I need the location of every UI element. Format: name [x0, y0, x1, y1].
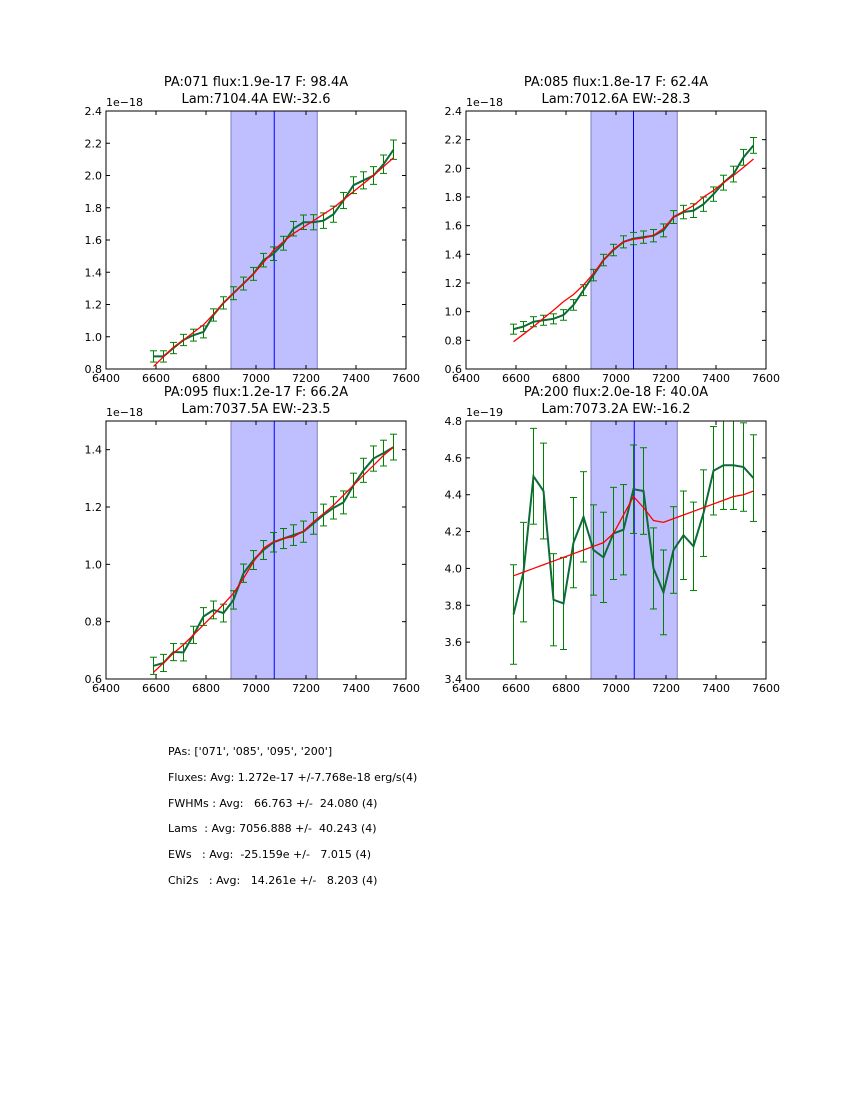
- y-tick-label: 1.0: [445, 306, 463, 319]
- y-offset-label: 1e−19: [466, 406, 503, 419]
- fit-line: [153, 446, 394, 673]
- y-tick-label: 4.0: [445, 562, 463, 575]
- y-tick-label: 1.0: [85, 331, 103, 344]
- y-tick-label: 3.6: [445, 636, 463, 649]
- subplot-1: 6400 6600 6800 7000 7200 7400 7600 0.8 1.0 1.2 1.4…: [85, 75, 421, 385]
- y-tick-label: 4.4: [445, 489, 463, 502]
- y-tick-label: 1.8: [85, 202, 103, 215]
- y-tick-label: 1.6: [85, 234, 103, 247]
- stats-fwhms: FWHMs : Avg: 66.763 +/- 24.080 (4): [168, 796, 378, 810]
- fit-line: [153, 157, 394, 367]
- y-tick-label: 0.8: [445, 334, 463, 347]
- x-tick-label: 7000: [242, 682, 270, 695]
- x-tick-label: 7600: [752, 372, 780, 385]
- y-tick-label: 0.8: [85, 616, 103, 629]
- x-tick-label: 7200: [292, 372, 320, 385]
- y-tick-label: 1.4: [85, 266, 103, 279]
- x-tick-label: 7600: [392, 372, 420, 385]
- plot-area: [510, 421, 757, 679]
- subplot-3: 6400 6600 6800 7000 7200 7400 7600 0.6 0.8 1.0 1.2…: [85, 385, 421, 695]
- subplot-title-line1: PA:071 flux:1.9e-17 F: 98.4A: [164, 75, 348, 90]
- y-tick-label: 0.6: [85, 673, 103, 686]
- x-tick-label: 7400: [702, 372, 730, 385]
- x-tick-label: 7000: [242, 372, 270, 385]
- x-tick-label: 6600: [142, 372, 170, 385]
- subplot-title-line2: Lam:7104.4A EW:-32.6: [181, 92, 330, 107]
- subplot-title-line2: Lam:7037.5A EW:-23.5: [181, 402, 330, 417]
- y-offset-label: 1e−18: [106, 96, 143, 109]
- y-tick-label: 4.8: [445, 415, 463, 428]
- x-tick-label: 6400: [92, 682, 120, 695]
- x-tick-label: 7200: [292, 682, 320, 695]
- y-tick-label: 0.8: [85, 363, 103, 376]
- x-tick-label: 6400: [452, 682, 480, 695]
- subplot-title-line1: PA:200 flux:2.0e-18 F: 40.0A: [524, 385, 708, 400]
- y-offset-label: 1e−18: [106, 406, 143, 419]
- y-tick-label: 1.4: [85, 444, 103, 457]
- fit-line: [513, 490, 754, 577]
- x-tick-label: 6800: [192, 372, 220, 385]
- y-tick-label: 2.4: [85, 105, 103, 118]
- stats-lams: Lams : Avg: 7056.888 +/- 40.243 (4): [168, 822, 377, 836]
- stats-pas: PAs: ['071', '085', '095', '200']: [168, 745, 333, 758]
- y-tick-label: 1.2: [85, 501, 103, 514]
- x-tick-label: 7000: [602, 682, 630, 695]
- stats-ews: EWs : Avg: -25.159e +/- 7.015 (4): [168, 848, 371, 862]
- data-line: [513, 144, 755, 331]
- subplot-2: 6400 6600 6800 7000 7200 7400 7600 0.6 0.8 1.0 1.2…: [445, 75, 781, 385]
- summary-stats: PAs: ['071', '085', '095', '200'] Fluxes…: [168, 745, 417, 900]
- x-tick-label: 6400: [452, 372, 480, 385]
- y-tick-label: 4.2: [445, 526, 463, 539]
- y-tick-label: 1.2: [85, 299, 103, 312]
- y-tick-label: 1.4: [445, 248, 463, 261]
- y-tick-label: 0.6: [445, 363, 463, 376]
- x-tick-label: 7200: [652, 372, 680, 385]
- y-tick-label: 2.0: [445, 162, 463, 175]
- y-tick-label: 1.0: [85, 558, 103, 571]
- x-tick-label: 6600: [142, 682, 170, 695]
- plot-area: [150, 421, 397, 679]
- x-tick-label: 6600: [502, 372, 530, 385]
- stats-fluxes: Fluxes: Avg: 1.272e-17 +/-7.768e-18 erg/…: [168, 770, 418, 784]
- x-tick-label: 6400: [92, 372, 120, 385]
- data-line: [153, 149, 395, 358]
- x-tick-label: 7000: [602, 372, 630, 385]
- subplot-title-line2: Lam:7073.2A EW:-16.2: [541, 402, 690, 417]
- x-tick-label: 7200: [652, 682, 680, 695]
- y-tick-label: 2.0: [85, 170, 103, 183]
- y-tick-label: 2.2: [85, 137, 103, 150]
- x-tick-label: 6800: [552, 372, 580, 385]
- plot-area: [510, 111, 757, 369]
- subplot-4: 6400 6600 6800 7000 7200 7400 7600 3.4 3.6 3.8 4.0…: [445, 385, 781, 695]
- y-tick-label: 4.6: [445, 452, 463, 465]
- subplot-title-line1: PA:095 flux:1.2e-17 F: 66.2A: [164, 385, 348, 400]
- y-tick-label: 3.4: [445, 673, 463, 686]
- x-tick-label: 7600: [392, 682, 420, 695]
- fit-line: [513, 158, 754, 343]
- x-tick-label: 6800: [552, 682, 580, 695]
- y-tick-label: 3.8: [445, 599, 463, 612]
- subplot-title-line1: PA:085 flux:1.8e-17 F: 62.4A: [524, 75, 708, 90]
- x-tick-label: 7400: [702, 682, 730, 695]
- y-tick-label: 1.8: [445, 191, 463, 204]
- stats-chi2s: Chi2s : Avg: 14.261e +/- 8.203 (4): [168, 873, 378, 887]
- plot-area: [150, 111, 397, 369]
- x-tick-label: 6600: [502, 682, 530, 695]
- data-line: [512, 464, 755, 615]
- y-tick-label: 2.4: [445, 105, 463, 118]
- y-tick-label: 1.6: [445, 220, 463, 233]
- y-tick-label: 1.2: [445, 277, 463, 290]
- fit-window-band: [590, 111, 678, 369]
- x-tick-label: 7400: [342, 682, 370, 695]
- x-tick-label: 7400: [342, 372, 370, 385]
- y-tick-label: 2.2: [445, 134, 463, 147]
- y-offset-label: 1e−18: [466, 96, 503, 109]
- x-tick-label: 7600: [752, 682, 780, 695]
- errorbar: [750, 434, 757, 522]
- x-tick-label: 6800: [192, 682, 220, 695]
- subplot-title-line2: Lam:7012.6A EW:-28.3: [541, 92, 690, 107]
